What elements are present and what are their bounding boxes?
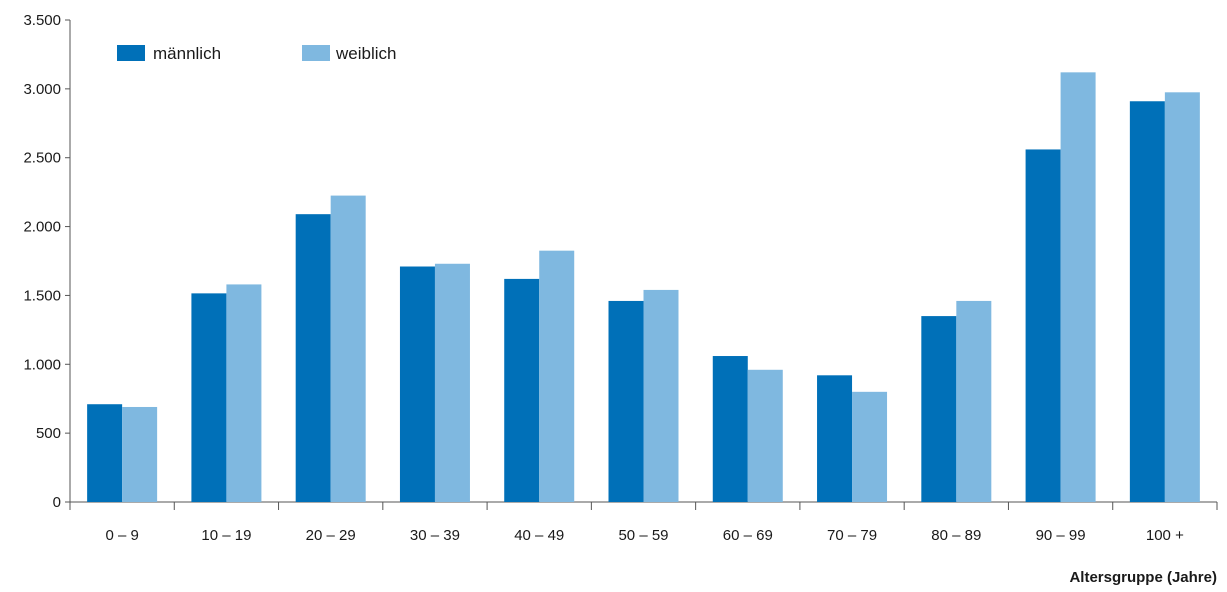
x-tick-label: 10 – 19 bbox=[201, 527, 251, 544]
y-tick-label: 3.000 bbox=[23, 81, 61, 98]
y-tick-label: 0 bbox=[53, 494, 61, 511]
bar-weiblich bbox=[643, 289, 679, 502]
x-tick-label: 40 – 49 bbox=[514, 527, 564, 544]
bar-maennlich bbox=[191, 293, 227, 502]
bar-maennlich bbox=[87, 404, 123, 502]
bar-maennlich bbox=[712, 356, 748, 502]
y-tick-label: 2.000 bbox=[23, 219, 61, 236]
y-axis: 0 500 1.000 1.500 2.000 2.500 3.000 3.500 bbox=[23, 12, 71, 511]
bar-maennlich bbox=[817, 375, 853, 502]
x-axis-label: Altersgruppe (Jahre) bbox=[1069, 569, 1217, 586]
x-tick-label: 100 + bbox=[1146, 527, 1184, 544]
y-tick-label: 2.500 bbox=[23, 150, 61, 167]
x-tick-label: 70 – 79 bbox=[827, 527, 877, 544]
bar-maennlich bbox=[1025, 149, 1061, 503]
y-tick-label: 1.500 bbox=[23, 287, 61, 304]
legend-swatch-weiblich bbox=[302, 45, 330, 61]
bar-weiblich bbox=[747, 369, 783, 502]
legend-swatch-maennlich bbox=[117, 45, 145, 61]
bar-weiblich bbox=[226, 284, 262, 502]
legend: männlich weiblich bbox=[117, 44, 396, 63]
bar-weiblich bbox=[1060, 72, 1096, 503]
x-tick-label: 50 – 59 bbox=[618, 527, 668, 544]
bar-weiblich bbox=[434, 263, 470, 502]
x-tick-label: 60 – 69 bbox=[723, 527, 773, 544]
legend-label-maennlich: männlich bbox=[153, 44, 221, 63]
x-tick-label: 30 – 39 bbox=[410, 527, 460, 544]
bar-maennlich bbox=[399, 266, 435, 502]
bar-maennlich bbox=[1129, 101, 1165, 502]
bar-weiblich bbox=[122, 406, 158, 502]
bar-maennlich bbox=[504, 278, 540, 502]
x-tick-label: 90 – 99 bbox=[1036, 527, 1086, 544]
x-tick-label: 80 – 89 bbox=[931, 527, 981, 544]
bar-weiblich bbox=[539, 250, 575, 502]
bar-weiblich bbox=[330, 195, 366, 503]
bar-maennlich bbox=[295, 214, 331, 503]
legend-label-weiblich: weiblich bbox=[335, 44, 396, 63]
y-tick-label: 1.000 bbox=[23, 356, 61, 373]
x-tick-label: 20 – 29 bbox=[306, 527, 356, 544]
bars bbox=[87, 72, 1200, 503]
bar-weiblich bbox=[1164, 92, 1200, 503]
x-axis: 0 – 9 10 – 19 20 – 29 30 – 39 40 – 49 50 – 59… bbox=[69, 501, 1218, 544]
x-tick-label: 0 – 9 bbox=[105, 527, 138, 544]
y-tick-label: 3.500 bbox=[23, 12, 61, 29]
bar-weiblich bbox=[956, 300, 992, 502]
y-tick-label: 500 bbox=[36, 425, 61, 442]
bar-maennlich bbox=[608, 300, 644, 502]
bar-weiblich bbox=[852, 391, 888, 502]
bar-maennlich bbox=[921, 316, 957, 502]
